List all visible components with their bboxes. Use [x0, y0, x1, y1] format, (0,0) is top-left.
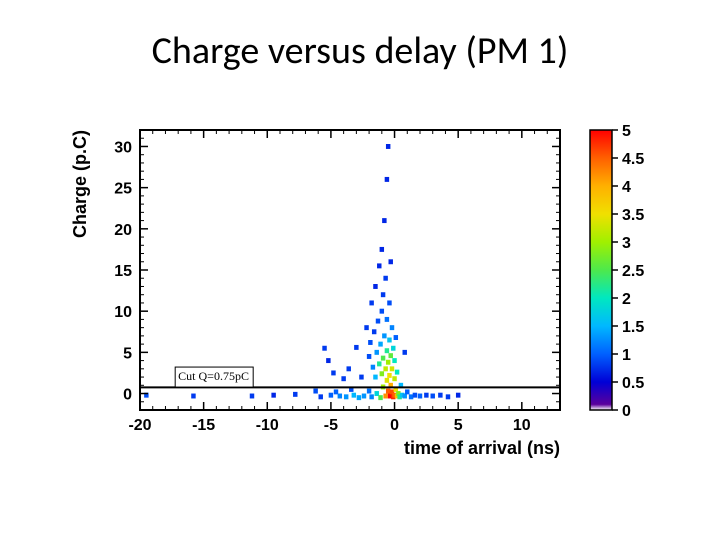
- svg-text:1.5: 1.5: [622, 319, 644, 336]
- svg-text:0.5: 0.5: [622, 375, 644, 392]
- svg-text:Cut Q=0.75pC: Cut Q=0.75pC: [178, 369, 249, 383]
- svg-text:4.5: 4.5: [622, 151, 644, 168]
- svg-text:5: 5: [454, 417, 463, 434]
- svg-text:2: 2: [622, 291, 631, 308]
- svg-text:20: 20: [114, 222, 132, 239]
- svg-text:3.5: 3.5: [622, 207, 644, 224]
- plot-container: -20-15-10-50510051015202530time of arriv…: [50, 110, 670, 480]
- svg-text:0: 0: [390, 417, 399, 434]
- svg-text:15: 15: [114, 263, 132, 280]
- svg-text:5: 5: [123, 345, 132, 362]
- svg-text:0: 0: [622, 403, 631, 420]
- svg-text:30: 30: [114, 139, 132, 156]
- svg-text:Charge (p.C): Charge (p.C): [70, 130, 90, 238]
- svg-text:1: 1: [622, 347, 631, 364]
- svg-text:-20: -20: [128, 417, 151, 434]
- svg-text:4: 4: [622, 179, 631, 196]
- svg-text:-15: -15: [192, 417, 215, 434]
- svg-text:10: 10: [513, 417, 531, 434]
- svg-text:time of arrival (ns): time of arrival (ns): [404, 438, 560, 458]
- scatter-heatmap-plot: -20-15-10-50510051015202530time of arriv…: [50, 110, 670, 480]
- svg-text:3: 3: [622, 235, 631, 252]
- svg-text:10: 10: [114, 304, 132, 321]
- svg-text:-5: -5: [324, 417, 338, 434]
- svg-text:0: 0: [123, 387, 132, 404]
- svg-text:-10: -10: [256, 417, 279, 434]
- svg-text:5: 5: [622, 123, 631, 140]
- svg-text:25: 25: [114, 181, 132, 198]
- svg-text:2.5: 2.5: [622, 263, 644, 280]
- slide-title: Charge versus delay (PM 1): [0, 28, 720, 74]
